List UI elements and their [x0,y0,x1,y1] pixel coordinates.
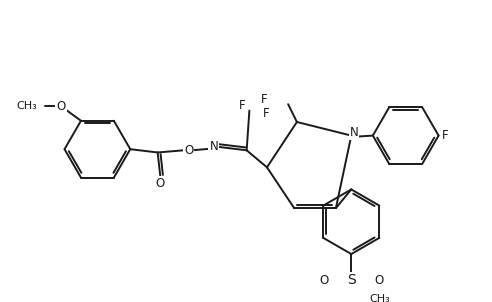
Text: F: F [442,129,449,142]
Text: N: N [350,126,358,139]
Text: F: F [263,107,269,120]
Text: O: O [374,274,383,287]
Text: CH₃: CH₃ [369,294,390,302]
Text: S: S [347,273,356,287]
Text: O: O [184,144,193,157]
Text: N: N [210,140,218,153]
Text: F: F [261,93,268,106]
Text: O: O [319,274,329,287]
Text: O: O [57,100,65,113]
Text: F: F [239,99,245,112]
Text: O: O [156,177,165,190]
Text: CH₃: CH₃ [16,101,37,111]
